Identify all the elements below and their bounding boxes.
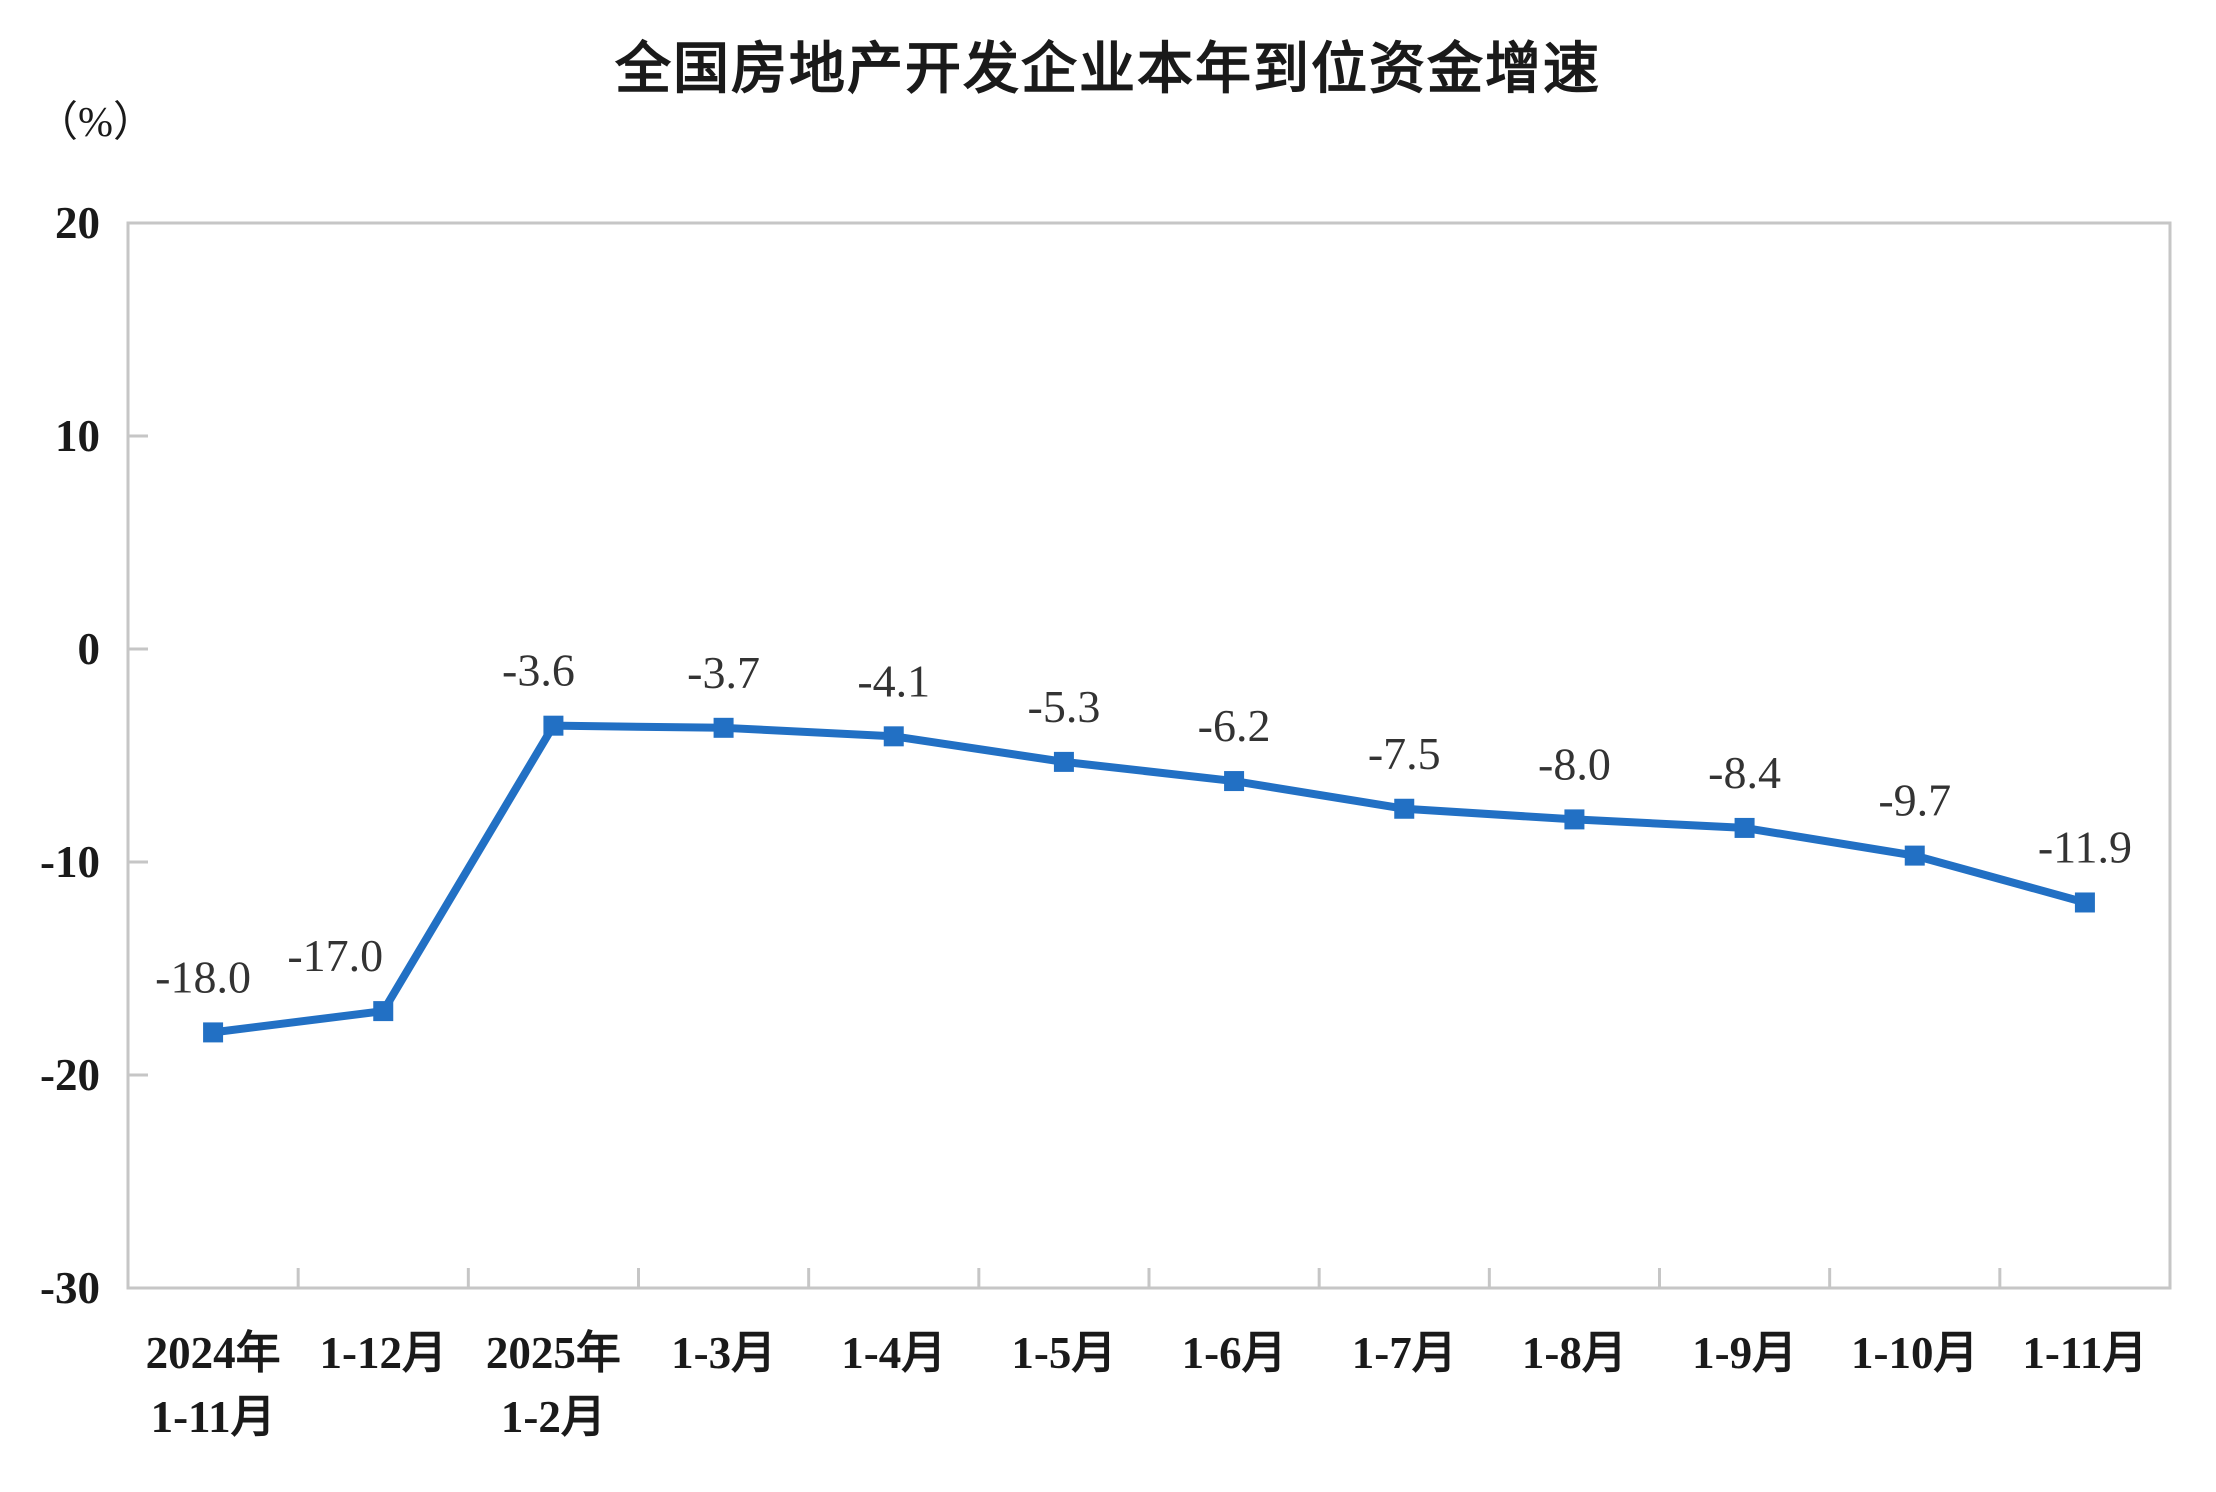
data-point-marker [543,715,564,736]
data-point-marker [2074,892,2095,913]
x-axis-tick-label: 1-4月 [841,1328,946,1378]
data-point-marker [1053,751,1074,772]
data-point-label: -7.5 [1368,728,1441,779]
data-point-marker [883,726,904,747]
y-axis-tick-label: 0 [78,624,101,674]
data-point-label: -17.0 [287,930,383,981]
chart-title: 全国房地产开发企业本年到位资金增速 [615,37,1601,100]
x-axis-tick-label: 2025年 [486,1328,621,1378]
data-point-label: -11.9 [2038,821,2132,872]
data-point-label: -4.1 [857,655,930,706]
x-axis-tick-label: 1-8月 [1522,1328,1627,1378]
data-point-label: -5.3 [1028,681,1101,732]
y-axis-tick-label: -10 [40,837,100,887]
x-axis-tick-label: 1-12月 [320,1328,448,1378]
data-point-label: -18.0 [155,951,251,1002]
data-point-marker [1224,771,1245,792]
x-axis-tick-label: 1-7月 [1352,1328,1457,1378]
x-axis-tick-label: 1-3月 [671,1328,776,1378]
y-axis-tick-label: 20 [55,198,100,248]
data-point-marker [713,717,734,738]
x-axis-tick-label: 1-9月 [1692,1328,1797,1378]
x-axis-tick-label: 1-6月 [1182,1328,1287,1378]
series-line [209,721,2089,1037]
data-point-marker [203,1022,224,1043]
data-point-marker [373,1001,394,1022]
data-point-marker [1394,798,1415,819]
x-axis-tick-label: 1-11月 [151,1392,276,1442]
data-point-label: -8.4 [1708,747,1781,798]
data-point-label: -3.6 [502,645,575,696]
x-axis-tick-label: 1-2月 [501,1392,606,1442]
data-point-marker [1734,817,1755,838]
x-axis-tick-label: 1-10月 [1851,1328,1979,1378]
x-axis-tick-label: 1-5月 [1011,1328,1116,1378]
y-axis-tick-label: -30 [40,1263,100,1313]
data-point-label: -6.2 [1198,700,1271,751]
y-axis-unit-label: （%） [36,100,155,146]
data-point-marker [1904,845,1925,866]
x-axis-tick-label: 2024年 [146,1328,281,1378]
y-axis-tick-label: 10 [55,411,100,461]
data-point-label: -8.0 [1538,738,1611,789]
plot-frame [126,221,2172,1290]
y-axis-tick-label: -20 [40,1050,100,1100]
data-point-label: -9.7 [1878,775,1951,826]
data-point-marker [1564,809,1585,830]
data-point-label: -3.7 [687,647,760,698]
x-axis-tick-label: 1-11月 [2022,1328,2147,1378]
